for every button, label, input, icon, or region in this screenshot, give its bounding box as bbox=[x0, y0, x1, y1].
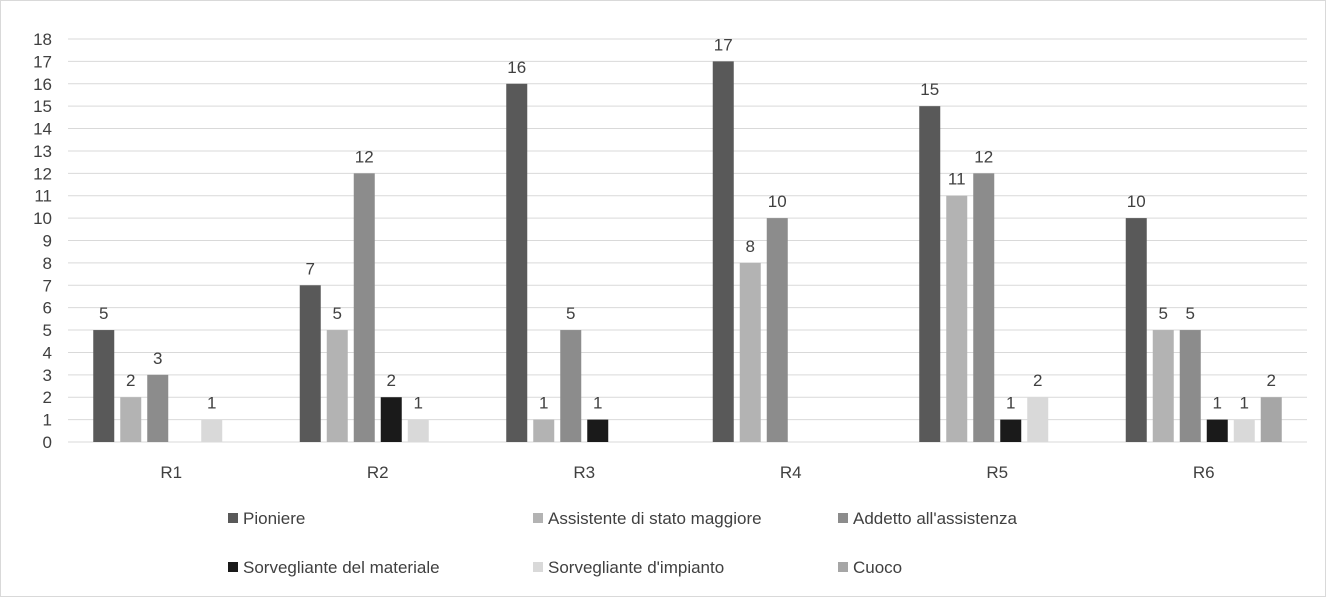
bar bbox=[919, 106, 941, 443]
data-label: 5 bbox=[1186, 304, 1195, 323]
y-tick-label: 3 bbox=[43, 366, 52, 385]
bar bbox=[506, 83, 528, 443]
bar bbox=[1152, 330, 1174, 442]
bar bbox=[326, 330, 348, 442]
gridlines bbox=[68, 38, 1307, 443]
bar bbox=[93, 330, 115, 442]
legend-swatch bbox=[533, 562, 543, 572]
data-label: 1 bbox=[207, 394, 216, 413]
data-label: 2 bbox=[1267, 371, 1276, 390]
data-label: 12 bbox=[355, 147, 374, 166]
bar bbox=[1233, 419, 1255, 442]
data-label: 5 bbox=[1159, 304, 1168, 323]
y-tick-label: 15 bbox=[33, 97, 52, 116]
bar bbox=[147, 374, 169, 442]
data-label: 1 bbox=[593, 394, 602, 413]
legend-label: Addetto all'assistenza bbox=[853, 509, 1017, 528]
y-tick-label: 11 bbox=[34, 187, 52, 206]
data-label: 1 bbox=[1006, 394, 1015, 413]
data-label: 3 bbox=[153, 349, 162, 368]
y-tick-label: 9 bbox=[43, 232, 52, 251]
bar bbox=[299, 285, 321, 442]
legend-swatch bbox=[838, 562, 848, 572]
legend-label: Sorvegliante d'impianto bbox=[548, 558, 724, 577]
data-label: 15 bbox=[920, 80, 939, 99]
bar bbox=[1125, 218, 1147, 442]
legend-swatch bbox=[838, 513, 848, 523]
bar bbox=[560, 330, 582, 442]
x-category-label: R4 bbox=[780, 463, 802, 482]
bar bbox=[353, 173, 375, 443]
bar bbox=[1027, 397, 1049, 442]
x-category-label: R1 bbox=[160, 463, 182, 482]
bar bbox=[1260, 397, 1282, 442]
bar bbox=[533, 419, 555, 442]
bar bbox=[407, 419, 429, 442]
y-tick-label: 0 bbox=[43, 433, 52, 452]
y-tick-label: 13 bbox=[33, 142, 52, 161]
y-tick-label: 10 bbox=[33, 209, 52, 228]
y-tick-label: 8 bbox=[43, 254, 52, 273]
legend-swatch bbox=[228, 513, 238, 523]
bar bbox=[587, 419, 609, 442]
data-label: 10 bbox=[768, 192, 787, 211]
data-label: 5 bbox=[99, 304, 108, 323]
y-tick-label: 17 bbox=[33, 52, 52, 71]
legend: Pioniere Assistente di stato maggiore Adde… bbox=[228, 509, 1017, 577]
y-tick-label: 1 bbox=[43, 411, 52, 430]
y-tick-label: 4 bbox=[43, 343, 52, 362]
bar bbox=[1179, 330, 1201, 442]
data-label: 16 bbox=[507, 58, 526, 77]
data-label: 11 bbox=[948, 170, 966, 189]
y-tick-label: 14 bbox=[33, 120, 52, 139]
y-tick-label: 16 bbox=[33, 75, 52, 94]
data-label: 10 bbox=[1127, 192, 1146, 211]
bars bbox=[93, 61, 1282, 443]
legend-label: Pioniere bbox=[243, 509, 305, 528]
data-label: 17 bbox=[714, 35, 733, 54]
data-label: 1 bbox=[1213, 394, 1222, 413]
bar bbox=[739, 262, 761, 442]
x-category-label: R2 bbox=[367, 463, 389, 482]
data-label: 5 bbox=[333, 304, 342, 323]
bar bbox=[766, 218, 788, 442]
bar bbox=[1206, 419, 1228, 442]
x-category-label: R3 bbox=[573, 463, 595, 482]
data-label: 1 bbox=[1240, 394, 1249, 413]
y-tick-label: 6 bbox=[43, 299, 52, 318]
data-label: 12 bbox=[974, 147, 993, 166]
data-label: 2 bbox=[126, 371, 135, 390]
y-tick-label: 5 bbox=[43, 321, 52, 340]
y-tick-label: 7 bbox=[43, 276, 52, 295]
bar bbox=[712, 61, 734, 443]
data-label: 7 bbox=[306, 259, 315, 278]
x-category-label: R5 bbox=[986, 463, 1008, 482]
legend-label: Assistente di stato maggiore bbox=[548, 509, 762, 528]
data-label: 1 bbox=[414, 394, 423, 413]
y-tick-label: 2 bbox=[43, 388, 52, 407]
bar bbox=[380, 397, 402, 442]
bar bbox=[1000, 419, 1022, 442]
x-axis-categories: R1 R2 R3 R4 R5 R6 bbox=[160, 463, 1214, 482]
bar bbox=[973, 173, 995, 443]
bar bbox=[201, 419, 223, 442]
legend-swatch bbox=[533, 513, 543, 523]
legend-swatch bbox=[228, 562, 238, 572]
legend-label: Sorvegliante del materiale bbox=[243, 558, 440, 577]
x-category-label: R6 bbox=[1193, 463, 1215, 482]
data-label: 5 bbox=[566, 304, 575, 323]
y-tick-label: 12 bbox=[33, 164, 52, 183]
bar bbox=[120, 397, 142, 442]
legend-label: Cuoco bbox=[853, 558, 902, 577]
data-label: 1 bbox=[539, 394, 548, 413]
data-label: 2 bbox=[1033, 371, 1042, 390]
data-label: 8 bbox=[746, 237, 755, 256]
data-label: 2 bbox=[387, 371, 396, 390]
bar bbox=[946, 195, 968, 442]
y-tick-label: 18 bbox=[33, 30, 52, 49]
